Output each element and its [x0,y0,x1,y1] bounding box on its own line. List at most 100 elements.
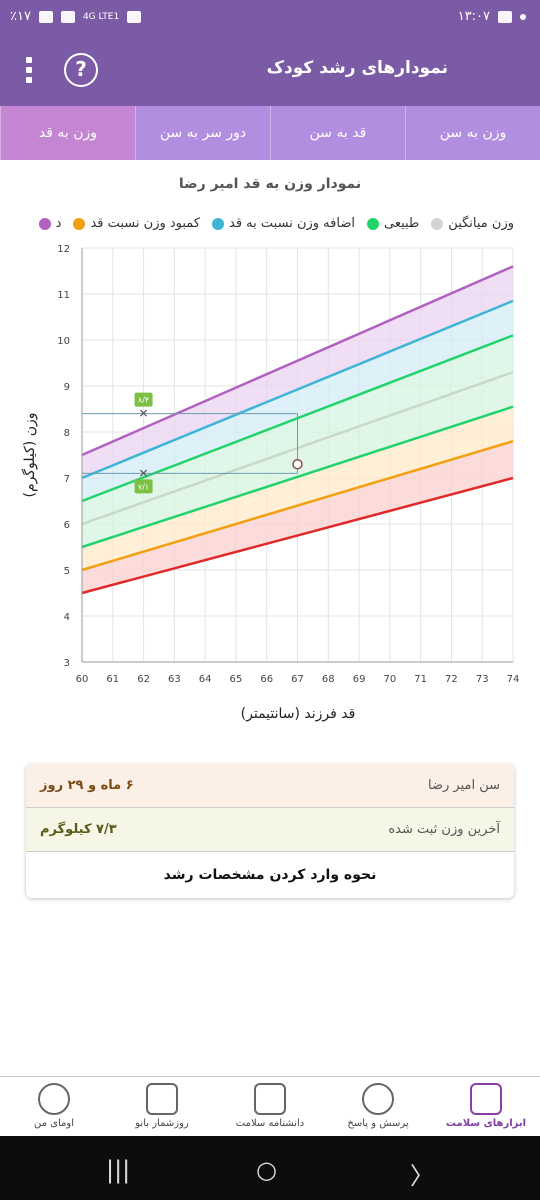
measured-point [292,458,303,470]
help-icon[interactable]: ? [64,53,98,87]
x-tick-label: 68 [322,674,335,685]
x-axis-label: قد فرزند (سانتیمتر) [241,706,356,722]
calendar-icon [146,1083,178,1115]
legend-label: طبیعی [383,216,420,231]
x-tick-label: 74 [507,674,520,685]
nav-label: دانشنامه سلامت [235,1118,305,1129]
x-tick-label: 63 [168,674,181,685]
nav-encyclopedia[interactable]: دانشنامه سلامت [216,1077,324,1136]
nav-label: ابزارهای سلامت [445,1118,527,1129]
legend-item[interactable]: طبیعی [366,216,420,231]
legend-label: کمبود وزن نسبت قد [90,216,201,231]
nav-calendar[interactable]: روزشمار بانو [108,1077,216,1136]
legend-label: وزن میانگین [448,216,514,231]
x-tick-label: 71 [414,674,427,685]
x-tick-label: 72 [445,674,458,685]
x-tick-label: 61 [106,674,119,685]
x-tick-label: 69 [353,674,366,685]
nav-label: پرسش و پاسخ [347,1118,409,1129]
series-line [81,405,514,549]
home-icon[interactable]: ○ [256,1156,277,1184]
nav-label: اومای من [34,1118,74,1129]
tab-weight-for-age[interactable]: وزن به سن [405,106,540,160]
encyclopedia-icon [254,1083,286,1115]
recent-apps-icon[interactable]: ||| [106,1156,131,1184]
page-title: نمودارهای رشد کودک [266,58,448,78]
x-tick-label: 60 [76,674,89,685]
profile-icon [38,1083,70,1115]
tab-height-for-age[interactable]: قد به سن [270,106,405,160]
chart-band [82,266,513,478]
legend-item[interactable]: اضافه وزن نسبت به قد [212,216,355,231]
nav-health-tools[interactable]: ابزارهای سلامت [432,1077,540,1136]
age-row: سن امیر رضا ۶ ماه و ۲۹ روز [26,764,514,808]
nav-label: روزشمار بانو [135,1118,189,1129]
y-tick-label: 6 [64,520,70,531]
y-tick-label: 5 [64,566,70,577]
status-left: ٪۱۷ 4G LTE1 [10,9,142,24]
x-tick-label: 66 [260,674,273,685]
age-label: سن امیر رضا [427,778,500,793]
legend-label: د [55,216,62,231]
y-tick-label: 7 [64,474,70,485]
x-tick-label: 73 [476,674,489,685]
notification-dot-icon [520,13,526,20]
y-tick-label: 9 [64,382,70,393]
chart-title: نمودار وزن به قد امیر رضا [178,176,362,192]
annotation-marker: ✕ [139,466,149,480]
x-tick-label: 67 [291,674,304,685]
x-tick-label: 64 [199,674,212,685]
chart-band [82,441,513,593]
legend-swatch [73,217,86,230]
legend-swatch [366,217,379,230]
x-tick-label: 65 [230,674,243,685]
status-right: ۱۳:۰۷ [458,9,526,24]
growth-chart[interactable]: 60 61 62 63 64 65 66 67 68 69 70 71 72 73 743456789101… [0,236,540,726]
bottom-navigation: ابزارهای سلامت پرسش و پاسخ دانشنامه سلام… [0,1076,540,1136]
alarm-icon [127,10,142,23]
chart-band [82,300,513,501]
howto-button[interactable]: نحوه وارد کردن مشخصات رشد [163,867,377,883]
legend-item[interactable]: کمبود وزن نسبت قد [73,216,200,231]
status-bar: ٪۱۷ 4G LTE1 ۱۳:۰۷ [0,0,540,36]
weight-label: آخرین وزن ثبت شده [388,822,500,837]
series-line [81,265,514,457]
annotation-badge [134,392,153,407]
weight-row: آخرین وزن ثبت شده ۷/۳ کیلوگرم [26,808,514,852]
y-tick-label: 4 [64,612,70,623]
annotation-marker: ✕ [139,407,149,421]
annotation-label: ۸/۴ [138,396,149,405]
tab-weight-for-height[interactable]: وزن به قد [0,106,135,160]
back-icon[interactable]: 〉 [410,1162,434,1190]
health-kit-icon [470,1083,502,1115]
y-tick-label: 8 [64,428,70,439]
legend-swatch [431,217,444,230]
legend-item[interactable]: د [38,216,62,231]
question-icon [362,1083,394,1115]
x-tick-label: 70 [383,674,396,685]
series-line [81,299,514,480]
y-tick-label: 12 [57,244,70,255]
age-value: ۶ ماه و ۲۹ روز [40,778,134,793]
nav-qa[interactable]: پرسش و پاسخ [324,1077,432,1136]
x-tick-label: 62 [137,674,150,685]
chart-band [82,406,513,570]
legend-swatch [38,217,51,230]
weight-value: ۷/۳ کیلوگرم [40,822,117,837]
signal-icon [38,10,53,23]
battery-percent: ٪۱۷ [10,9,31,24]
y-tick-label: 3 [64,658,70,669]
chart-legend: د کمبود وزن نسبت قد اضافه وزن نسبت به قد… [38,216,514,231]
more-options-icon[interactable] [24,54,34,90]
tab-head-for-age[interactable]: دور سر به سن [135,106,270,160]
nav-profile[interactable]: اومای من [0,1077,108,1136]
app-bar: ? نمودارهای رشد کودک [0,36,540,106]
y-tick-label: 11 [57,290,70,301]
legend-item[interactable]: وزن میانگین [431,216,514,231]
legend-swatch [212,217,225,230]
signal-icon-2 [60,10,75,23]
child-info-card: سن امیر رضا ۶ ماه و ۲۹ روز آخرین وزن ثبت… [26,764,514,898]
system-navigation: ||| ○ 〉 [0,1136,540,1200]
clock: ۱۳:۰۷ [457,9,490,24]
y-tick-label: 10 [57,336,70,347]
